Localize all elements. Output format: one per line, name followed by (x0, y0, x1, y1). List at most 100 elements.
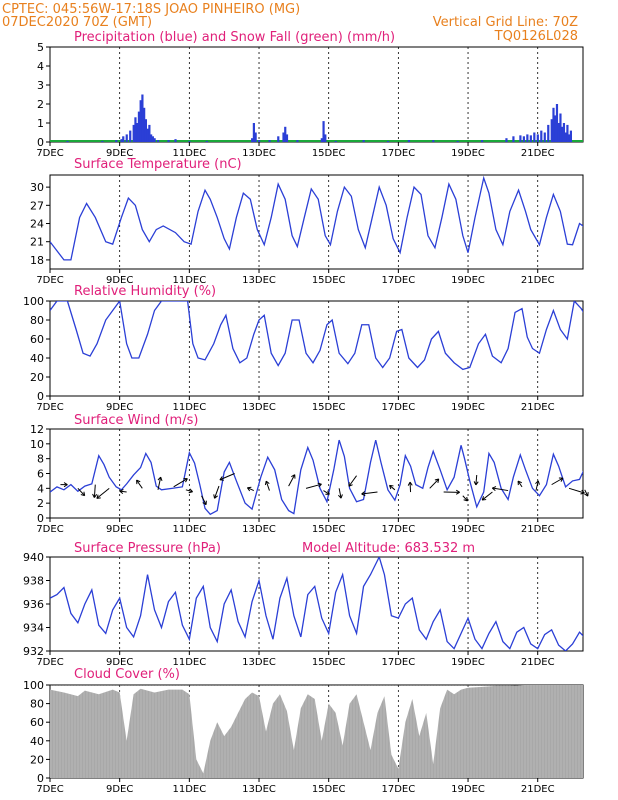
precip-bar (277, 136, 280, 142)
wind-direction-arrow (517, 480, 523, 488)
wind-direction-arrow (389, 484, 396, 491)
pressure-series-line (50, 557, 583, 651)
humidity-ytick-label: 40 (30, 352, 44, 365)
cloud-ytick-label: 60 (30, 716, 44, 729)
cloud-xtick-label: 21DEC (521, 784, 555, 795)
precip-bar (540, 130, 543, 142)
wind-direction-arrow (305, 483, 322, 489)
precip-bar (129, 130, 132, 142)
wind-arrow-head (264, 480, 270, 486)
wind-panel: Surface Wind (m/s) 0 2 46 8 10 12 7DEC 9DEC 11DEC… (30, 413, 589, 535)
wind-arrow-head (80, 491, 86, 497)
wind-arrow-head (389, 484, 394, 490)
temperature-xtick-label: 17DEC (381, 275, 415, 286)
humidity-ytick-label: 60 (30, 333, 44, 346)
precip-bar (141, 94, 144, 142)
temperature-xtick-label: 13DEC (242, 275, 276, 286)
wind-direction-arrow (429, 478, 440, 489)
pressure-xtick-label: 17DEC (381, 657, 415, 668)
wind-direction-arrow (185, 489, 193, 493)
precip-ytick-label: 5 (37, 41, 44, 54)
wind-arrow-head (434, 478, 440, 483)
wind-arrow-head (317, 482, 322, 488)
precip-bar (543, 132, 546, 142)
humidity-xtick-label: 13DEC (242, 402, 276, 413)
wind-arrow-head (473, 481, 479, 486)
humidity-ytick-label: 20 (30, 371, 44, 384)
wind-direction-arrow (201, 495, 207, 505)
precip-bar (386, 141, 390, 142)
wind-direction-arrow (409, 482, 412, 493)
pressure-xtick-label: 21DEC (521, 657, 555, 668)
run-datetime: 07DEC2020 70Z (GMT) (2, 15, 152, 30)
model-run-code: TQ0126L028 (494, 29, 578, 44)
temperature-xtick-label: 9DEC (106, 275, 133, 286)
precip-xtick-label: 19DEC (451, 148, 485, 159)
precip-ytick-label: 4 (37, 60, 44, 73)
precip-bar (258, 140, 261, 142)
humidity-xtick-label: 17DEC (381, 402, 415, 413)
humidity-panel: Relative Humidity (%) 0 20 40 60 80 100 7DEC 9DE… (23, 284, 584, 413)
precip-bar (407, 140, 411, 142)
temperature-xtick-label: 7DEC (36, 275, 63, 286)
precip-xtick-label: 17DEC (381, 148, 415, 159)
precip-bar (134, 117, 137, 142)
precip-bar (564, 132, 567, 142)
precip-bar (115, 140, 118, 142)
temperature-ytick-label: 30 (30, 181, 44, 194)
humidity-xtick-label: 15DEC (312, 402, 346, 413)
temperature-xtick-label: 19DEC (451, 275, 485, 286)
precip-bar (334, 141, 337, 142)
precip-bar (566, 124, 569, 142)
wind-direction-arrow (584, 489, 589, 497)
wind-arrow-head (455, 489, 460, 495)
precip-bar (148, 124, 151, 142)
humidity-xtick-label: 19DEC (451, 402, 485, 413)
precip-bar (153, 138, 156, 142)
wind-direction-arrow (568, 487, 585, 494)
wind-ytick-label: 0 (37, 512, 44, 525)
precip-xtick-label: 9DEC (106, 148, 133, 159)
wind-direction-arrow (475, 474, 478, 485)
pressure-ytick-label: 936 (23, 598, 44, 611)
precip-panel: Precipitation (blue) and Snow Fall (gree… (36, 30, 584, 159)
precip-bar (320, 138, 323, 142)
humidity-xtick-label: 7DEC (36, 402, 63, 413)
precip-bar (557, 123, 560, 142)
precip-bar (125, 134, 128, 142)
precip-bar (536, 134, 539, 142)
precip-bar (550, 119, 553, 142)
humidity-xtick-label: 9DEC (106, 402, 133, 413)
precip-title: Precipitation (blue) and Snow Fall (gree… (74, 30, 395, 45)
pressure-ytick-label: 934 (23, 622, 44, 635)
wind-xtick-label: 7DEC (36, 524, 63, 535)
wind-direction-arrow (535, 480, 539, 491)
pressure-xtick-label: 19DEC (451, 657, 485, 668)
precip-bar (120, 139, 123, 142)
cloud-xtick-label: 13DEC (242, 784, 276, 795)
pressure-annotation: Model Altitude: 683.532 m (302, 541, 475, 556)
humidity-xtick-label: 11DEC (172, 402, 206, 413)
temperature-panel: Surface Temperature (nC) 18 21 24 27 30 7DEC 9D… (30, 157, 584, 286)
precip-bar (562, 123, 566, 142)
wind-direction-arrow (265, 480, 270, 491)
precip-bar (188, 141, 191, 142)
wind-arrow-head (558, 477, 564, 482)
precip-ytick-label: 2 (37, 98, 44, 111)
precip-bar (174, 139, 177, 142)
wind-ytick-label: 10 (30, 438, 44, 451)
wind-arrow-head (491, 486, 497, 492)
precip-bar (167, 140, 170, 142)
precip-bar (296, 140, 299, 142)
humidity-xtick-label: 21DEC (521, 402, 555, 413)
wind-direction-arrow (492, 487, 509, 492)
humidity-frame (49, 300, 584, 397)
pressure-ytick-label: 940 (23, 551, 44, 564)
wind-arrow-head (338, 494, 343, 499)
precip-bar (522, 136, 525, 142)
wind-title: Surface Wind (m/s) (74, 413, 198, 428)
precip-bar (456, 141, 459, 142)
precip-bar (151, 136, 154, 142)
wind-arrow-head (219, 476, 224, 481)
pressure-ytick-label: 932 (23, 645, 44, 658)
